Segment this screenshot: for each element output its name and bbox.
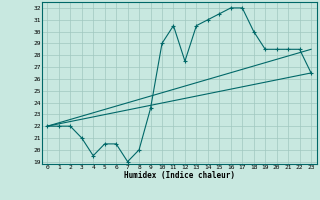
X-axis label: Humidex (Indice chaleur): Humidex (Indice chaleur) [124, 171, 235, 180]
